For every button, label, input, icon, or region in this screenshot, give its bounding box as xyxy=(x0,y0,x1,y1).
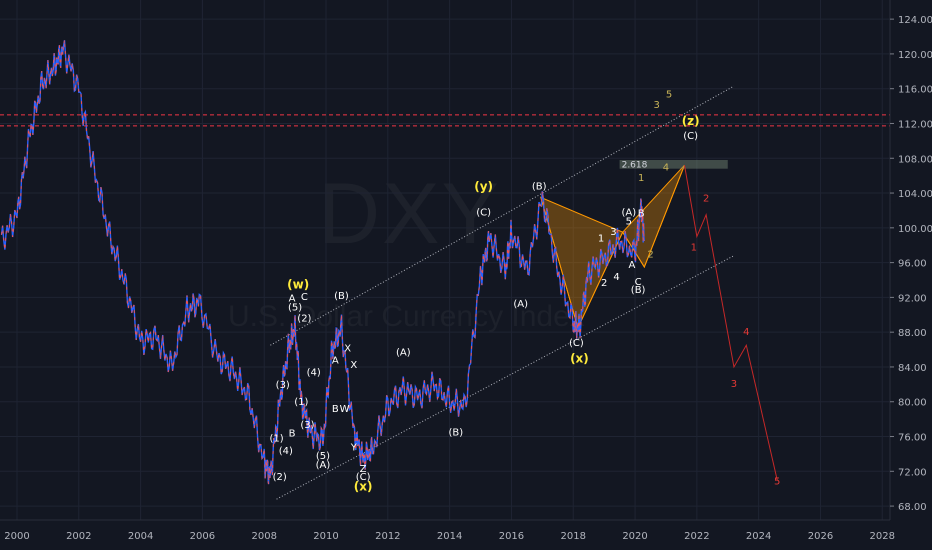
price-tick-label: 100.00 xyxy=(898,224,932,235)
wave-label: (C) xyxy=(683,131,698,142)
subtitle-watermark: U.S. Dollar Currency Index xyxy=(228,300,585,334)
wave-label: 1 xyxy=(598,234,604,245)
time-tick-label: 2022 xyxy=(684,531,709,542)
wave-label: 4 xyxy=(663,162,669,173)
projection-path xyxy=(684,165,778,481)
wave-label: (x) xyxy=(570,352,589,366)
price-tick-label: 72.00 xyxy=(898,467,927,478)
wave-label: (5) xyxy=(316,451,330,462)
price-tick-label: 92.00 xyxy=(898,293,927,304)
price-tick-label: 80.00 xyxy=(898,398,927,409)
wave-label: (3) xyxy=(300,420,314,431)
time-tick-label: 2008 xyxy=(251,531,276,542)
price-tick-label: 116.00 xyxy=(898,85,932,96)
price-tick-label: 84.00 xyxy=(898,363,927,374)
wave-label: (w) xyxy=(287,278,309,292)
price-tick-label: 104.00 xyxy=(898,189,932,200)
time-tick-label: 2014 xyxy=(437,531,462,542)
wave-label: (y) xyxy=(474,179,493,193)
wave-label: 5 xyxy=(774,476,780,487)
wave-label: (A) xyxy=(622,208,637,219)
price-tick-label: 108.00 xyxy=(898,154,932,165)
wave-label: 4 xyxy=(743,327,749,338)
wave-label: B xyxy=(638,209,645,220)
price-tick-label: 120.00 xyxy=(898,50,932,61)
wave-label: (C) xyxy=(476,208,491,219)
time-tick-label: 2024 xyxy=(746,531,771,542)
wave-label: B xyxy=(289,429,296,440)
wave-label: (5) xyxy=(288,302,302,313)
wave-label: A xyxy=(629,260,636,271)
wave-label: (4) xyxy=(279,446,293,457)
wave-label: (4) xyxy=(307,368,321,379)
wave-label: (x) xyxy=(354,479,373,493)
wave-label: (1) xyxy=(269,434,283,445)
wave-label: Y xyxy=(350,442,358,453)
wave-label: (A) xyxy=(316,460,331,471)
wave-label: (z) xyxy=(682,114,700,128)
time-tick-label: 2028 xyxy=(870,531,895,542)
fib-label: 2.618 xyxy=(622,161,648,171)
wave-label: 5 xyxy=(626,216,632,227)
wave-label: 3 xyxy=(653,100,659,111)
wave-label: 4 xyxy=(613,272,619,283)
wave-label: 2 xyxy=(647,249,653,260)
time-tick-label: 2012 xyxy=(375,531,400,542)
time-tick-label: 2000 xyxy=(4,531,29,542)
wave-label: (2) xyxy=(273,472,287,483)
time-axis-bg xyxy=(0,520,932,550)
wave-label: 1 xyxy=(691,242,697,253)
time-tick-label: 2016 xyxy=(499,531,524,542)
wave-label: (C) xyxy=(356,472,371,483)
price-tick-label: 88.00 xyxy=(898,328,927,339)
wave-label: (A) xyxy=(396,348,411,359)
wave-label: (B) xyxy=(448,428,463,439)
wave-label: C xyxy=(635,277,642,288)
fib-extension-box xyxy=(619,160,728,169)
price-tick-label: 96.00 xyxy=(898,259,927,270)
wave-label: (A) xyxy=(513,299,528,310)
wave-label: 3 xyxy=(731,379,737,390)
time-tick-label: 2006 xyxy=(190,531,215,542)
wave-label: Z xyxy=(360,464,367,475)
time-tick-label: 2026 xyxy=(808,531,833,542)
wave-label: (B) xyxy=(631,285,646,296)
wave-label: W xyxy=(340,404,350,415)
wave-label: A xyxy=(332,355,339,366)
price-tick-label: 124.00 xyxy=(898,15,932,26)
price-tick-label: 76.00 xyxy=(898,433,927,444)
wave-label: (1) xyxy=(294,397,308,408)
time-tick-label: 2010 xyxy=(313,531,338,542)
wave-label: 5 xyxy=(666,89,672,100)
wave-label: 2 xyxy=(601,278,607,289)
time-tick-label: 2018 xyxy=(561,531,586,542)
wave-label: 3 xyxy=(610,227,616,238)
wave-label: X xyxy=(350,360,357,371)
price-axis-bg xyxy=(890,0,932,550)
wave-label: B xyxy=(332,404,339,415)
wave-label: C xyxy=(301,292,308,303)
symbol-watermark: DXY xyxy=(318,165,501,264)
wave-label: A xyxy=(289,294,296,305)
wave-label: (3) xyxy=(276,380,290,391)
price-tick-label: 68.00 xyxy=(898,502,927,513)
wave-label: (2) xyxy=(297,314,311,325)
harmonic-outline xyxy=(540,165,685,330)
time-tick-label: 2020 xyxy=(622,531,647,542)
price-series-line xyxy=(0,40,645,485)
price-tick-label: 112.00 xyxy=(898,119,932,130)
wave-label: X xyxy=(344,343,351,354)
time-tick-label: 2002 xyxy=(66,531,91,542)
wave-label: 2 xyxy=(703,194,709,205)
wave-label: (C) xyxy=(569,338,584,349)
time-tick-label: 2004 xyxy=(128,531,153,542)
wave-label: (B) xyxy=(532,182,547,193)
wave-label: 1 xyxy=(638,173,644,184)
wave-label: (B) xyxy=(334,291,349,302)
